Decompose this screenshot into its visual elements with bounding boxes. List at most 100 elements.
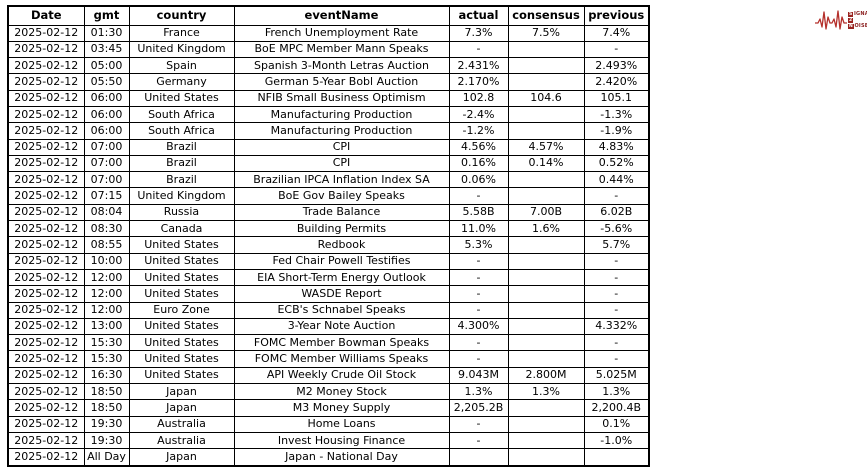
cell-country: United States (128, 89, 235, 107)
cell-gmt: 10:00 (83, 252, 130, 270)
cell-gmt: 12:00 (83, 301, 130, 319)
cell-gmt: 12:00 (83, 268, 130, 287)
cell-consensus: 1.3% (507, 383, 585, 401)
col-header-gmt: gmt (83, 5, 130, 26)
cell-previous: - (583, 350, 650, 368)
col-header-consensus: consensus (507, 5, 585, 26)
cell-previous: -5.6% (583, 220, 650, 238)
cell-actual: - (448, 285, 509, 303)
cell-gmt: 18:50 (83, 399, 130, 417)
cell-date: 2025-02-12 (7, 334, 85, 352)
cell-previous: 2,200.4B (583, 399, 650, 417)
cell-date: 2025-02-12 (7, 171, 85, 189)
cell-date: 2025-02-12 (7, 138, 85, 156)
cell-country: United States (128, 252, 235, 270)
table-row: 2025-02-12 05:00 Spain Spanish 3-Month L… (7, 57, 650, 75)
logo-letter-box: S (848, 11, 854, 17)
cell-actual: 0.16% (448, 154, 509, 173)
cell-eventname: 3-Year Note Auction (233, 317, 450, 336)
col-header-eventname: eventName (233, 5, 450, 26)
cell-actual: 2.431% (448, 57, 509, 75)
cell-eventname: Trade Balance (233, 203, 450, 222)
cell-previous: - (583, 301, 650, 319)
cell-consensus: 2.800M (507, 366, 585, 385)
logo-line-noise: N OISE (848, 22, 867, 29)
cell-previous: 5.7% (583, 236, 650, 254)
table-row: 2025-02-12 10:00 United States Fed Chair… (7, 252, 650, 270)
cell-eventname: NFIB Small Business Optimism (233, 89, 450, 107)
cell-actual: 7.3% (448, 24, 509, 42)
logo-line-2: 2 (848, 17, 867, 23)
table-row: 2025-02-12 06:00 South Africa Manufactur… (7, 122, 650, 140)
cell-eventname: M3 Money Supply (233, 399, 450, 417)
cell-previous: 4.83% (583, 138, 650, 156)
cell-consensus (507, 105, 585, 124)
cell-previous: 2.493% (583, 57, 650, 75)
cell-previous: -1.0% (583, 431, 650, 450)
cell-consensus: 104.6 (507, 89, 585, 107)
cell-consensus (507, 252, 585, 270)
cell-gmt: 01:30 (83, 24, 130, 42)
cell-gmt: 07:00 (83, 171, 130, 189)
cell-actual: - (448, 415, 509, 433)
col-header-date: Date (7, 5, 85, 26)
cell-gmt: 06:00 (83, 105, 130, 124)
cell-date: 2025-02-12 (7, 220, 85, 238)
cell-gmt: 19:30 (83, 415, 130, 433)
cell-actual: 5.58B (448, 203, 509, 222)
cell-gmt: 15:30 (83, 350, 130, 368)
cell-actual (448, 448, 509, 467)
cell-gmt: 06:00 (83, 89, 130, 107)
cell-actual: 9.043M (448, 366, 509, 385)
cell-consensus (507, 40, 585, 59)
logo-letter-box: N (848, 23, 854, 29)
cell-consensus (507, 431, 585, 450)
table-row: 2025-02-12 13:00 United States 3-Year No… (7, 317, 650, 336)
cell-eventname: Manufacturing Production (233, 105, 450, 124)
cell-country: United Kingdom (128, 40, 235, 59)
cell-gmt: 07:00 (83, 138, 130, 156)
cell-actual: - (448, 301, 509, 319)
cell-date: 2025-02-12 (7, 40, 85, 59)
cell-country: Brazil (128, 171, 235, 189)
cell-country: South Africa (128, 122, 235, 140)
cell-date: 2025-02-12 (7, 431, 85, 450)
cell-date: 2025-02-12 (7, 89, 85, 107)
cell-actual: - (448, 268, 509, 287)
cell-actual: 0.06% (448, 171, 509, 189)
cell-eventname: French Unemployment Rate (233, 24, 450, 42)
cell-consensus: 0.14% (507, 154, 585, 173)
cell-previous: 7.4% (583, 24, 650, 42)
cell-actual: 102.8 (448, 89, 509, 107)
table-row: 2025-02-12 07:00 Brazil Brazilian IPCA I… (7, 171, 650, 189)
cell-consensus (507, 317, 585, 336)
cell-date: 2025-02-12 (7, 24, 85, 42)
cell-consensus: 7.5% (507, 24, 585, 42)
logo-line-rest: OISE (854, 22, 867, 29)
logo-line-signal: SIGNAL (848, 11, 867, 17)
cell-date: 2025-02-12 (7, 350, 85, 368)
cell-consensus (507, 73, 585, 91)
cell-gmt: 12:00 (83, 285, 130, 303)
table-row: 2025-02-12 08:55 United States Redbook 5… (7, 236, 650, 254)
table-row: 2025-02-12 05:50 Germany German 5-Year B… (7, 73, 650, 91)
table-row: 2025-02-12 07:00 Brazil CPI 4.56% 4.57% … (7, 138, 650, 156)
cell-eventname: German 5-Year Bobl Auction (233, 73, 450, 91)
cell-eventname: Japan - National Day (233, 448, 450, 467)
cell-country: France (128, 24, 235, 42)
cell-actual: 4.300% (448, 317, 509, 336)
cell-actual: 5.3% (448, 236, 509, 254)
cell-consensus (507, 448, 585, 467)
cell-actual: - (448, 350, 509, 368)
cell-gmt: 07:15 (83, 187, 130, 205)
col-header-previous: previous (583, 5, 650, 26)
cell-country: United Kingdom (128, 187, 235, 205)
cell-date: 2025-02-12 (7, 154, 85, 173)
cell-eventname: Manufacturing Production (233, 122, 450, 140)
cell-consensus (507, 122, 585, 140)
cell-date: 2025-02-12 (7, 285, 85, 303)
cell-gmt: 13:00 (83, 317, 130, 336)
cell-gmt: 05:50 (83, 73, 130, 91)
cell-consensus: 4.57% (507, 138, 585, 156)
cell-gmt: 07:00 (83, 154, 130, 173)
